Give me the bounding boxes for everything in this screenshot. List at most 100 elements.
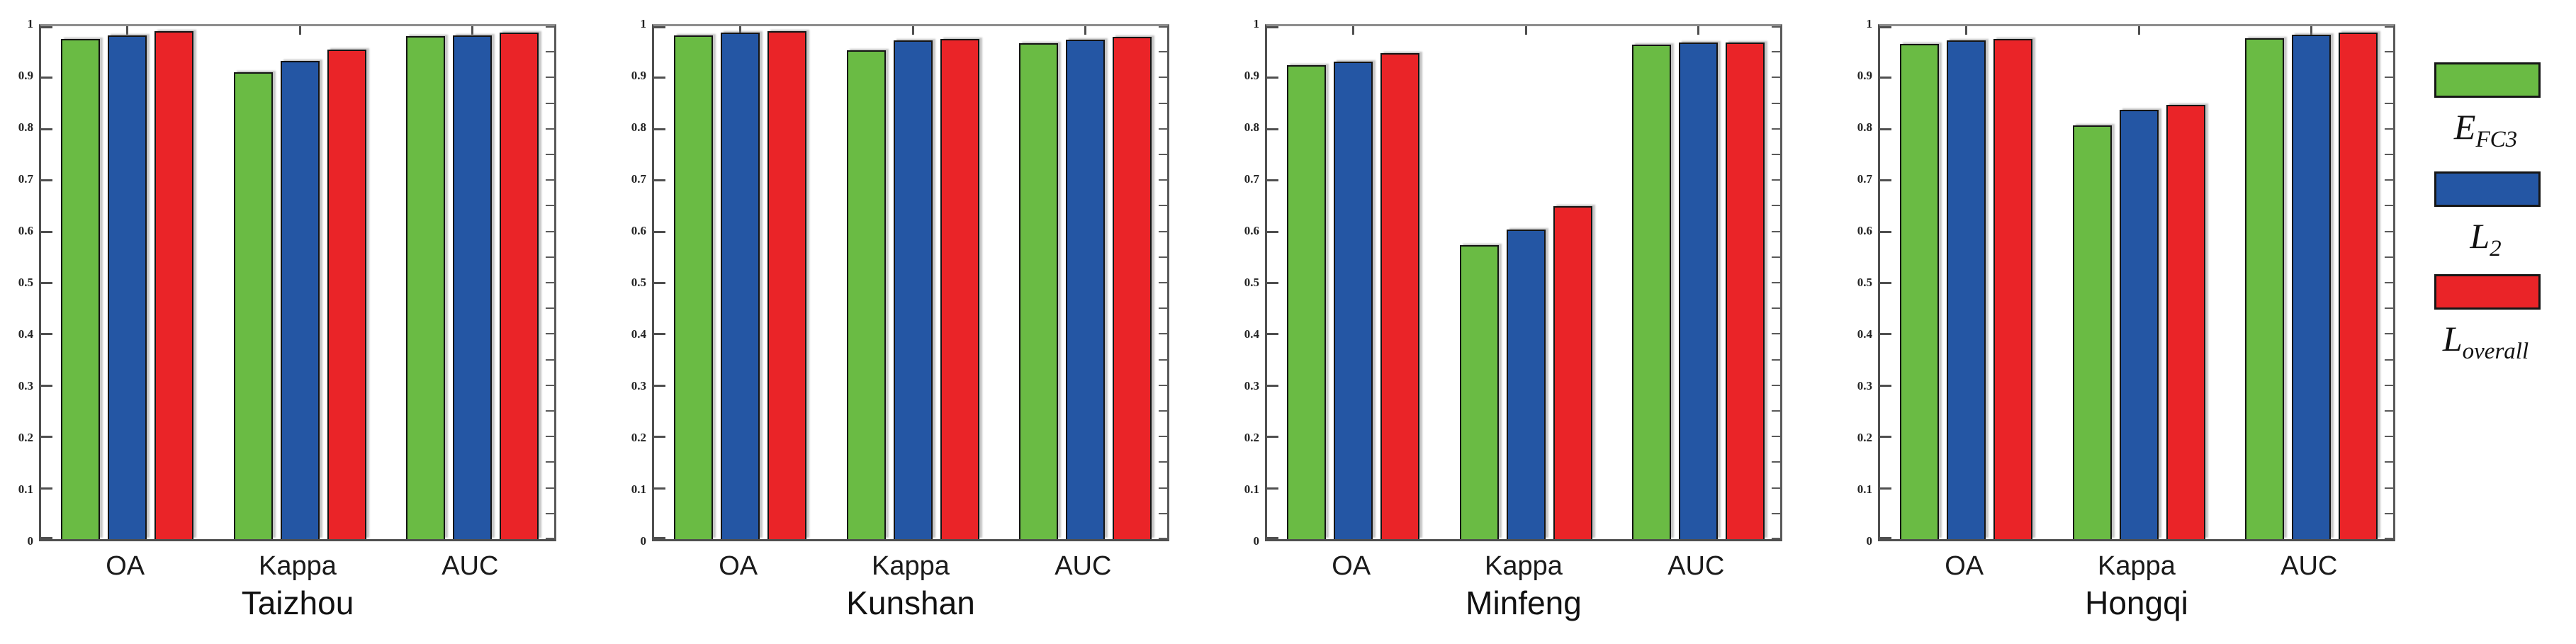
panel-title: Minfeng [1466, 584, 1582, 621]
y-tick-label: 0.4 [18, 327, 33, 341]
y-tick-label: 0.4 [1857, 327, 1872, 341]
bar-l2 [721, 33, 760, 539]
bar-efc3 [2244, 38, 2284, 539]
y-axis-minor-tick [1159, 256, 1167, 258]
x-axis-tick [2310, 26, 2312, 35]
bar-efc3 [2072, 125, 2112, 539]
y-axis-minor-tick [546, 128, 554, 130]
y-axis-minor-tick [2385, 487, 2393, 489]
plot-area [652, 24, 1169, 541]
bar-l2 [452, 35, 492, 539]
y-tick-label: 0.9 [1857, 69, 1872, 82]
y-tick-label: 0.6 [1244, 224, 1259, 237]
bar-chart-panel: 1 0.9 0.8 0.7 0.6 0.5 0.4 0.3 0.2 0.1 0 OA Kappa AUC K… [613, 0, 1169, 644]
y-tick-label: 0.5 [18, 276, 33, 289]
y-axis-minor-tick [546, 538, 554, 539]
y-axis-minor-tick [1159, 51, 1167, 52]
y-tick-label: 1 [1253, 17, 1260, 30]
y-tick-label: 0.4 [631, 327, 646, 341]
y-axis-minor-tick [546, 154, 554, 155]
y-tick-label: 1 [27, 17, 34, 30]
y-axis-minor-tick [1159, 307, 1167, 309]
x-axis-tick [1965, 26, 1968, 35]
y-axis-tick [1267, 77, 1278, 79]
y-tick-label: 0.1 [18, 482, 33, 496]
y-axis-minor-tick [1159, 282, 1167, 283]
y-axis-minor-tick [1772, 128, 1780, 130]
y-axis-tick [41, 77, 52, 79]
y-axis-minor-tick [2385, 359, 2393, 361]
y-tick-label: 0.2 [631, 431, 646, 444]
bar-efc3 [61, 39, 101, 539]
y-axis-minor-tick [546, 256, 554, 258]
bar-efc3 [233, 72, 273, 539]
category-label: OA [1945, 551, 1984, 581]
bar-l2 [280, 61, 320, 539]
y-axis-tick [654, 436, 665, 438]
y-tick-label: 0.6 [631, 224, 646, 237]
y-tick-label: 0.7 [1244, 172, 1259, 186]
y-axis-minor-tick [1159, 359, 1167, 361]
x-axis-tick [1697, 26, 1699, 35]
y-axis-minor-tick [2385, 77, 2393, 78]
plot-area [1265, 24, 1782, 541]
legend-symbol: E [2453, 107, 2476, 147]
y-axis-minor-tick [1159, 385, 1167, 386]
y-tick-label: 0.1 [1244, 482, 1259, 496]
y-tick-label: 0.3 [18, 379, 33, 392]
y-tick-label: 0.8 [18, 120, 33, 134]
bar-efc3 [846, 50, 886, 539]
y-axis-minor-tick [1159, 179, 1167, 181]
bar-group [674, 31, 807, 539]
y-tick-label: 0.3 [1244, 379, 1259, 392]
y-axis-tick [654, 231, 665, 233]
y-axis-minor-tick [1772, 256, 1780, 258]
y-tick-label: 0.7 [18, 172, 33, 186]
bar-l2 [108, 35, 147, 539]
bar-l2 [2119, 110, 2159, 539]
y-axis-minor-tick [1159, 231, 1167, 232]
bar-loverall [767, 31, 807, 539]
y-tick-label: 0 [27, 534, 34, 548]
y-axis-tick [1880, 537, 1891, 539]
y-axis-tick [654, 77, 665, 79]
bar-l2 [2291, 35, 2331, 539]
legend-subscript: 2 [2490, 236, 2502, 261]
y-axis-minor-tick [1159, 538, 1167, 539]
category-label: Kappa [259, 551, 337, 581]
y-tick-label: 0.8 [1244, 120, 1259, 134]
y-tick-label: 0.9 [631, 69, 646, 82]
legend: EFC3 L2 Loverall [2395, 0, 2576, 644]
y-tick-label: 0.1 [1857, 482, 1872, 496]
y-axis-minor-tick [2385, 282, 2393, 283]
y-axis-tick [1267, 282, 1278, 284]
plot-area [1878, 24, 2395, 541]
bar-loverall [1112, 37, 1152, 539]
y-axis-tick [654, 179, 665, 181]
category-label: Kappa [2098, 551, 2176, 581]
bar-l2 [1334, 62, 1373, 539]
bar-loverall [1725, 43, 1765, 539]
y-axis-minor-tick [1772, 51, 1780, 52]
y-axis-minor-tick [546, 333, 554, 334]
y-axis-tick [1880, 26, 1891, 28]
y-axis-tick [41, 537, 52, 539]
bar-loverall [1380, 53, 1420, 539]
y-tick-label: 0 [1866, 534, 1873, 548]
y-axis-minor-tick [1772, 26, 1780, 28]
y-axis-tick [41, 282, 52, 284]
y-axis-minor-tick [1159, 128, 1167, 130]
category-label: AUC [1667, 551, 1725, 581]
y-axis-minor-tick [546, 77, 554, 78]
bar-efc3 [1631, 45, 1671, 539]
y-axis-minor-tick [1772, 410, 1780, 412]
y-tick-label: 0.6 [1857, 224, 1872, 237]
y-axis-minor-tick [2385, 461, 2393, 463]
y-axis-tick [654, 537, 665, 539]
y-axis-minor-tick [2385, 256, 2393, 258]
bar-group [2244, 33, 2378, 539]
y-axis-tick [1880, 333, 1891, 335]
bar-l2 [1678, 43, 1718, 539]
bar-group [405, 33, 539, 539]
